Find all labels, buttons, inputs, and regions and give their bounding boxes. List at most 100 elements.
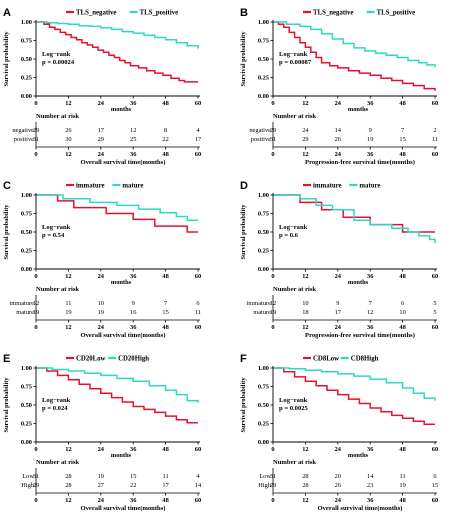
x-tick-label: 24 bbox=[98, 100, 105, 107]
risk-x-tick-label: 24 bbox=[335, 151, 342, 158]
risk-count: 27 bbox=[98, 482, 105, 489]
risk-x-tick-label: 48 bbox=[162, 151, 168, 158]
risk-count: 26 bbox=[335, 482, 341, 489]
km-chart-f: CD8Low CD8High 0.00 0.25 0.50 0.75 1.00 Surviva… bbox=[240, 356, 438, 513]
x-tick-label: 0 bbox=[34, 446, 37, 453]
risk-count: 12 bbox=[367, 309, 373, 316]
risk-count: 4 bbox=[196, 473, 200, 480]
p-value: p = 0.6 bbox=[279, 232, 299, 239]
risk-count: 11 bbox=[195, 309, 201, 316]
y-tick-label: 0.50 bbox=[258, 56, 269, 63]
risk-count: 28 bbox=[302, 482, 308, 489]
risk-x-tick-label: 36 bbox=[130, 151, 137, 158]
risk-count: 7 bbox=[164, 300, 168, 307]
risk-count: 6 bbox=[196, 300, 199, 307]
x-tick-label: 36 bbox=[367, 446, 374, 453]
risk-count: 16 bbox=[130, 309, 136, 316]
p-value: p = 0.00087 bbox=[279, 59, 312, 66]
x-tick-label: 36 bbox=[130, 446, 137, 453]
risk-count: 14 bbox=[195, 482, 202, 489]
risk-count: 24 bbox=[302, 127, 309, 134]
risk-count: 22 bbox=[162, 136, 168, 143]
risk-x-tick-label: 36 bbox=[367, 324, 374, 331]
y-tick-label: 0.75 bbox=[21, 211, 32, 218]
x-axis-title: Progression-free survival time(months) bbox=[305, 159, 415, 166]
y-tick-label: 0.25 bbox=[258, 421, 269, 428]
risk-count: 18 bbox=[302, 309, 308, 316]
km-chart-d: immature mature 0.00 0.25 0.50 0.75 1.00 Surviv… bbox=[240, 183, 438, 340]
y-tick-label: 0.50 bbox=[258, 402, 269, 409]
km-curve-group1 bbox=[36, 367, 198, 424]
km-curve-group2 bbox=[273, 21, 436, 68]
risk-x-tick-label: 12 bbox=[302, 324, 308, 331]
y-tick-label: 0.25 bbox=[258, 75, 269, 82]
risk-count: 4 bbox=[196, 127, 200, 134]
risk-x-tick-label: 36 bbox=[130, 324, 137, 331]
x-tick-label: 24 bbox=[335, 100, 342, 107]
risk-x-tick-label: 24 bbox=[98, 497, 105, 504]
y-tick-label: 0.00 bbox=[21, 93, 32, 100]
risk-count: 19 bbox=[98, 473, 104, 480]
risk-x-tick-label: 24 bbox=[335, 497, 342, 504]
risk-row-label: immature bbox=[10, 300, 35, 307]
risk-x-tick-label: 0 bbox=[271, 151, 274, 158]
x-tick-label: 12 bbox=[302, 273, 308, 280]
risk-count: 11 bbox=[163, 473, 169, 480]
y-axis-title: Survival probability bbox=[3, 31, 10, 87]
panel-e: E CD20Low CD20High 0.00 0.25 0.50 0.75 1.00 Sur… bbox=[0, 346, 237, 519]
risk-x-tick-label: 12 bbox=[65, 497, 71, 504]
risk-x-tick-label: 12 bbox=[65, 151, 71, 158]
x-tick-label: 36 bbox=[130, 273, 137, 280]
risk-count: 6 bbox=[401, 300, 404, 307]
risk-count: 5 bbox=[433, 309, 436, 316]
km-curve-group2 bbox=[273, 194, 436, 244]
risk-x-tick-label: 0 bbox=[34, 151, 37, 158]
legend-label: TLS_positive bbox=[377, 10, 416, 17]
y-axis-title: Survival probability bbox=[3, 204, 10, 260]
y-tick-label: 0.75 bbox=[21, 38, 32, 45]
y-tick-label: 0.75 bbox=[258, 211, 269, 218]
panel-letter: A bbox=[3, 7, 11, 19]
risk-x-tick-label: 24 bbox=[335, 324, 342, 331]
x-tick-label: 12 bbox=[302, 100, 308, 107]
risk-count: 17 bbox=[195, 136, 202, 143]
risk-count: 9 bbox=[336, 300, 339, 307]
x-tick-label: 60 bbox=[432, 100, 438, 107]
risk-x-tick-label: 0 bbox=[271, 497, 274, 504]
risk-count: 19 bbox=[65, 309, 71, 316]
y-tick-label: 0.00 bbox=[21, 439, 32, 446]
x-tick-label: 60 bbox=[432, 273, 438, 280]
km-curve-group2 bbox=[36, 367, 199, 403]
risk-row-label: High bbox=[21, 482, 35, 489]
risk-count: 2 bbox=[433, 127, 436, 134]
y-tick-label: 0.25 bbox=[21, 75, 32, 82]
risk-x-tick-label: 0 bbox=[271, 324, 274, 331]
risk-count: 28 bbox=[65, 482, 71, 489]
y-tick-label: 0.50 bbox=[21, 402, 32, 409]
risk-count: 19 bbox=[98, 309, 104, 316]
risk-count: 14 bbox=[335, 127, 342, 134]
y-tick-label: 1.00 bbox=[258, 192, 269, 199]
risk-x-tick-label: 60 bbox=[195, 324, 201, 331]
legend-label: immature bbox=[313, 183, 342, 190]
y-tick-label: 1.00 bbox=[21, 365, 32, 372]
x-tick-label: 60 bbox=[195, 273, 201, 280]
logrank-label: Log−rank bbox=[42, 397, 71, 404]
risk-x-tick-label: 60 bbox=[195, 497, 201, 504]
legend-label: immature bbox=[76, 183, 105, 190]
x-tick-label: 12 bbox=[302, 446, 308, 453]
risk-count: 14 bbox=[367, 473, 374, 480]
risk-count: 19 bbox=[399, 482, 405, 489]
risk-count: 17 bbox=[162, 482, 169, 489]
risk-row-label: positive bbox=[14, 136, 34, 143]
y-tick-label: 0.75 bbox=[258, 384, 269, 391]
p-value: p = 0.0025 bbox=[279, 405, 309, 412]
risk-x-tick-label: 12 bbox=[302, 151, 308, 158]
logrank-label: Log−rank bbox=[279, 224, 308, 231]
legend-label: CD20Low bbox=[76, 356, 106, 363]
logrank-label: Log−rank bbox=[279, 51, 308, 58]
x-axis-title: Overall survival time(months) bbox=[81, 505, 166, 512]
risk-count: 17 bbox=[335, 309, 342, 316]
risk-count: 29 bbox=[98, 136, 104, 143]
